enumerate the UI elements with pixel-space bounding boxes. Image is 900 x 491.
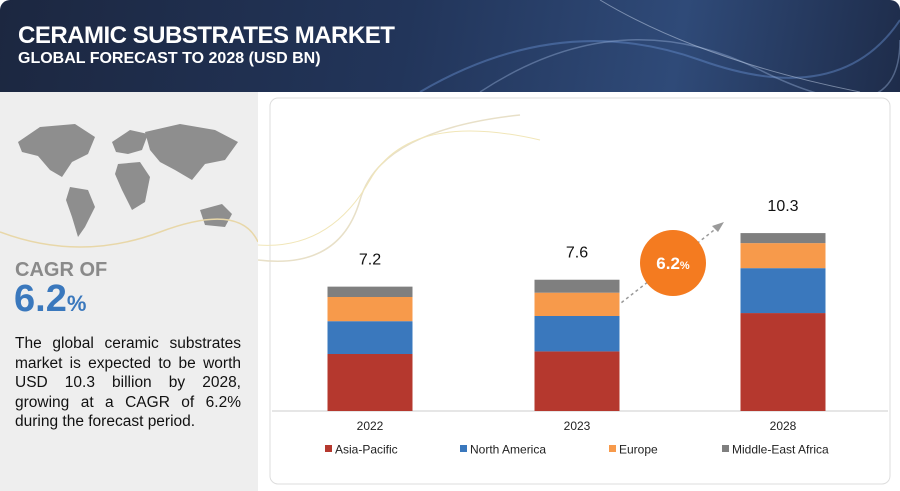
legend-swatch: [460, 445, 467, 452]
legend-label: Middle-East Africa: [732, 443, 829, 457]
legend-label: Asia-Pacific: [335, 443, 398, 457]
cagr-badge: [640, 230, 706, 296]
total-label: 7.2: [359, 252, 381, 269]
x-tick-label: 2023: [564, 419, 591, 433]
x-tick-label: 2022: [357, 419, 384, 433]
bar-segment: [327, 354, 413, 411]
bar-segment: [534, 279, 620, 293]
bar-segment: [740, 233, 826, 244]
bar-segment: [740, 243, 826, 269]
bar-segment: [740, 313, 826, 411]
bar-segment: [327, 321, 413, 354]
bar-segment: [534, 351, 620, 411]
x-tick-label: 2028: [770, 419, 797, 433]
header-decoration: [419, 0, 900, 92]
cagr-badge-number: 6.2: [656, 254, 680, 273]
summary-panel: CAGR OF 6.2% The global ceramic substrat…: [0, 92, 258, 491]
legend-label: Europe: [619, 443, 658, 457]
header: CERAMIC SUBSTRATES MARKET GLOBAL FORECAS…: [0, 0, 900, 92]
cagr-unit: %: [66, 291, 87, 316]
legend-label: North America: [470, 443, 546, 457]
legend-swatch: [609, 445, 616, 452]
bar-segment: [327, 286, 413, 297]
decoration: [257, 114, 521, 262]
cagr-number: 6.2: [14, 278, 67, 320]
bar-segment: [534, 316, 620, 352]
description: The global ceramic substrates market is …: [15, 335, 241, 430]
cagr-label: CAGR OF: [15, 259, 108, 281]
legend-swatch: [325, 445, 332, 452]
bar-segment: [327, 297, 413, 322]
arrow-head: [712, 222, 724, 232]
world-map: [0, 124, 258, 248]
total-label: 7.6: [566, 245, 588, 262]
bar-segment: [534, 292, 620, 316]
cagr-value: 6.2%: [14, 278, 86, 321]
cagr-badge-text: 6.2%: [656, 254, 690, 273]
cagr-badge-unit: %: [680, 260, 690, 272]
legend-swatch: [722, 445, 729, 452]
chart-frame: [269, 97, 891, 485]
decoration: [257, 130, 541, 246]
total-label: 10.3: [767, 198, 798, 215]
title: CERAMIC SUBSTRATES MARKET: [18, 22, 395, 49]
subtitle: GLOBAL FORECAST TO 2028 (USD BN): [18, 50, 321, 67]
bar-segment: [740, 268, 826, 314]
